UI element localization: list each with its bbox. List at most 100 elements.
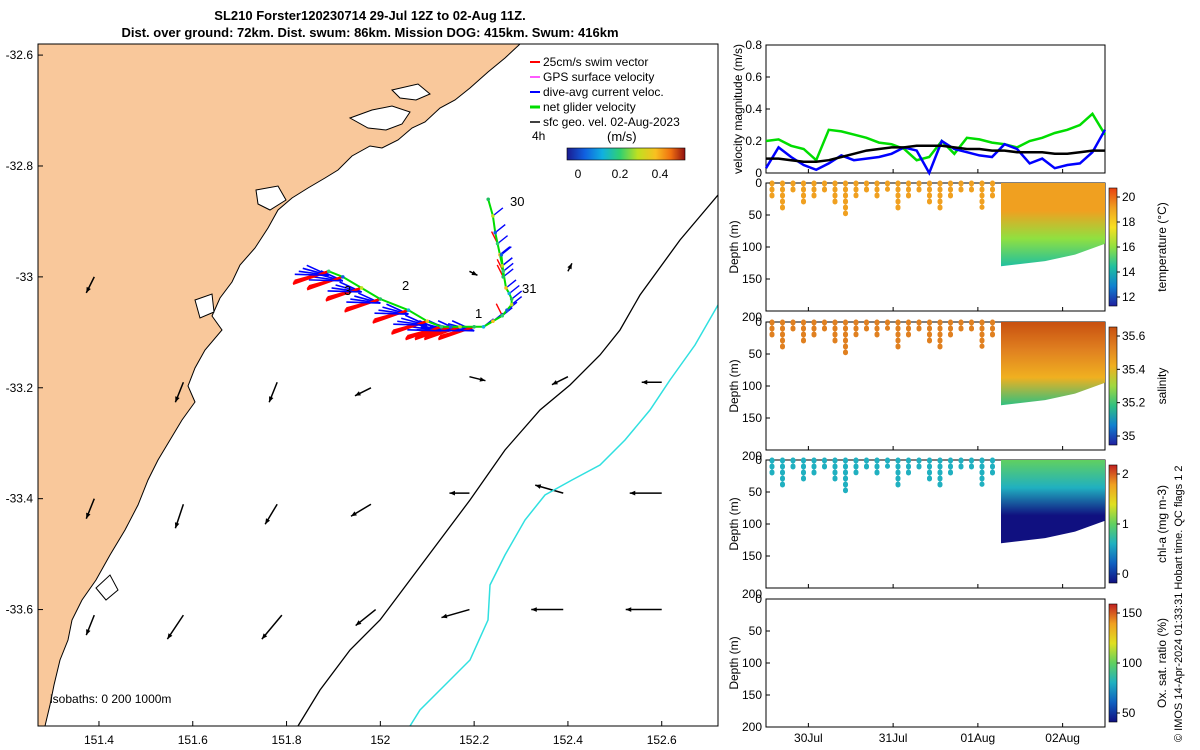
colorbar-label-salinity: salinity (1155, 368, 1169, 405)
dive-avg-vector (350, 298, 381, 304)
swim-vector (391, 320, 428, 335)
geo-velocity-arrow-shaft (174, 381, 185, 403)
profile-ytick-label: 100 (742, 517, 762, 531)
geo-velocity-arrow-head (479, 377, 486, 382)
map-xtick-label: 151.4 (84, 733, 114, 747)
colorbar-tick-label: 50 (1122, 706, 1136, 720)
map-xtick-label: 151.8 (272, 733, 302, 747)
track-point (448, 324, 453, 329)
velocity-series-track_mean (766, 144, 1105, 164)
geo-velocity-arrow-head (265, 518, 271, 525)
track-point (359, 286, 364, 290)
profile-ytick-label: 200 (742, 587, 762, 601)
geo-velocity-arrow (551, 376, 569, 386)
track-point (491, 214, 495, 218)
day-label: 1 (475, 306, 482, 321)
profile-ytick-label: 0 (755, 315, 762, 329)
geo-velocity-arrow-head (441, 613, 448, 619)
geo-velocity-arrow-head (86, 629, 91, 636)
geo-velocity-arrow (350, 503, 372, 517)
dive-avg-vector (420, 325, 451, 332)
dive-avg-vector (306, 264, 330, 277)
velocity-ytick-label: 0.8 (745, 38, 762, 52)
track-point (495, 241, 500, 246)
dive-avg-vector (339, 281, 362, 293)
dive-avg-vector (433, 323, 461, 332)
profile-ytick-label: 100 (742, 656, 762, 670)
swim-vector (424, 325, 461, 339)
geo-velocity-arrow-head (641, 379, 648, 385)
track-point (378, 297, 383, 301)
colorbar-tick-label: 0 (1122, 567, 1129, 581)
geo-velocity-arrow-shaft (85, 276, 95, 294)
geo-velocity-arrow-shaft (166, 614, 185, 640)
map-xtick-label: 152 (370, 733, 390, 747)
track-point (406, 308, 411, 312)
map-xtick-label: 151.6 (178, 733, 208, 747)
colorbar-tick-label: 2 (1122, 467, 1129, 481)
track-point (507, 291, 512, 296)
swim-vector (496, 259, 504, 272)
geo-velocity-arrow-head (535, 484, 542, 489)
geo-velocity-arrow-head (269, 396, 274, 403)
geo-velocity-arrow (469, 270, 478, 277)
profile-field-salinity (1001, 322, 1105, 406)
geo-velocity-arrow-shaft (535, 484, 564, 494)
time-tick-label: 30Jul (794, 731, 823, 745)
legend-net-label: net glider velocity (543, 100, 636, 114)
geo-velocity-arrow (85, 614, 95, 636)
dive-avg-vector (407, 328, 442, 332)
geo-velocity-arrow-shaft (85, 498, 95, 519)
colorbar-tick-label: 12 (1122, 290, 1136, 304)
geo-velocity-arrow-head (167, 633, 173, 640)
dive-avg-vector (500, 246, 512, 256)
profile-ytick-label: 150 (742, 272, 762, 286)
colorbar-tick-label: 35 (1122, 429, 1136, 443)
swim-vector (344, 298, 381, 313)
swim-vector (374, 309, 409, 321)
dive-avg-vector (327, 290, 362, 293)
geo-velocity-arrow-head (0, 509, 2, 515)
time-tick-label: 02Aug (1045, 731, 1080, 745)
geo-velocity-arrow (85, 276, 95, 294)
geo-velocity-arrow-head (625, 607, 632, 612)
track-point (425, 319, 430, 324)
profile-ytick-label: 150 (742, 411, 762, 425)
track-point (500, 263, 505, 268)
dive-avg-vector (316, 273, 344, 282)
colorbar-tick-label: 35.4 (1122, 362, 1146, 376)
track-point (505, 308, 509, 312)
dive-avg-vector (346, 301, 381, 304)
dive-avg-vector (492, 312, 504, 322)
track-point (501, 269, 506, 274)
dive-avg-vector (506, 301, 518, 311)
day-label: 30 (510, 194, 524, 209)
profile-ytick-label: 50 (749, 347, 763, 361)
geo-velocity-arrow (535, 484, 564, 494)
swim-vector (425, 325, 461, 338)
geo-velocity-arrow-head (261, 633, 268, 640)
profile-axes-oxygen (765, 598, 1106, 728)
map-xtick-label: 152.2 (459, 733, 489, 747)
swim-vector (327, 286, 362, 299)
geo-velocity-arrow-shaft (355, 608, 377, 627)
profile-ytick-label: 50 (749, 208, 763, 222)
geo-velocity-arrow (354, 387, 372, 397)
geo-velocity-arrow (174, 381, 185, 403)
colorbar-tick-1: 0.2 (612, 167, 629, 181)
map-legend: 25cm/s swim vector GPS surface velocity … (530, 55, 686, 181)
track-point (500, 313, 505, 318)
profile-ytick-label: 50 (749, 485, 763, 499)
swim-vector (292, 270, 330, 285)
geo-velocity-arrow-shaft (354, 387, 372, 397)
dive-avg-vector (331, 287, 362, 293)
dive-avg-vector (302, 267, 329, 277)
geo-velocity-arrow-head (175, 396, 180, 403)
profile-ytick-label: 0 (755, 176, 762, 190)
track-point (498, 252, 502, 257)
swim-vector (293, 270, 330, 284)
colorbar-unit-label: (m/s) (607, 129, 637, 144)
geo-velocity-arrow-head (350, 511, 357, 517)
